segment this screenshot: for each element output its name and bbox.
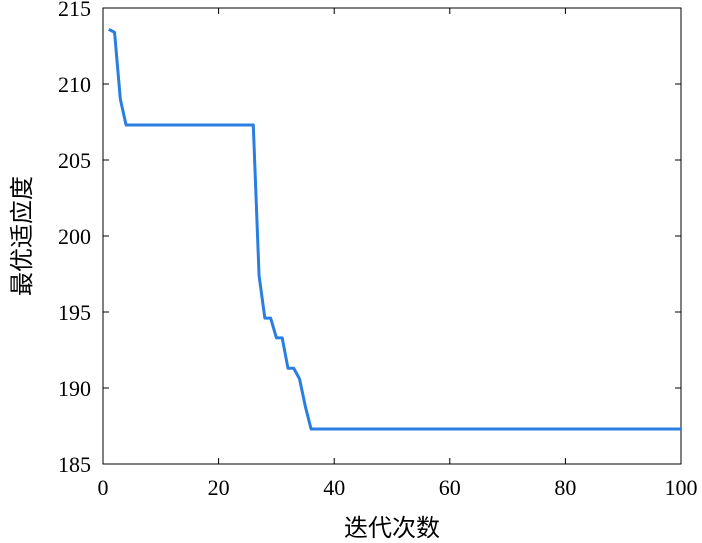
x-tick-label: 40 — [323, 475, 345, 500]
y-tick-label: 205 — [58, 148, 91, 173]
x-axis-label: 迭代次数 — [344, 514, 440, 542]
y-tick-label: 195 — [58, 300, 91, 325]
x-tick-label: 0 — [98, 475, 109, 500]
x-tick-label: 100 — [665, 475, 698, 500]
y-tick-label: 200 — [58, 224, 91, 249]
y-tick-label: 215 — [58, 0, 91, 21]
tick-labels: 0 20 40 60 80 100 185 190 195 200 205 210 215 — [58, 0, 698, 500]
x-tick-label: 80 — [554, 475, 576, 500]
axis-ticks — [102, 7, 682, 465]
x-tick-label: 20 — [208, 475, 230, 500]
y-tick-label: 190 — [58, 376, 91, 401]
series-line — [108, 27, 681, 431]
y-tick-label: 210 — [58, 72, 91, 97]
plot-area — [102, 7, 682, 465]
y-tick-label: 185 — [58, 452, 91, 477]
x-tick-label: 60 — [439, 475, 461, 500]
series-group — [108, 27, 681, 431]
y-axis-label: 最优适应度 — [8, 176, 36, 296]
